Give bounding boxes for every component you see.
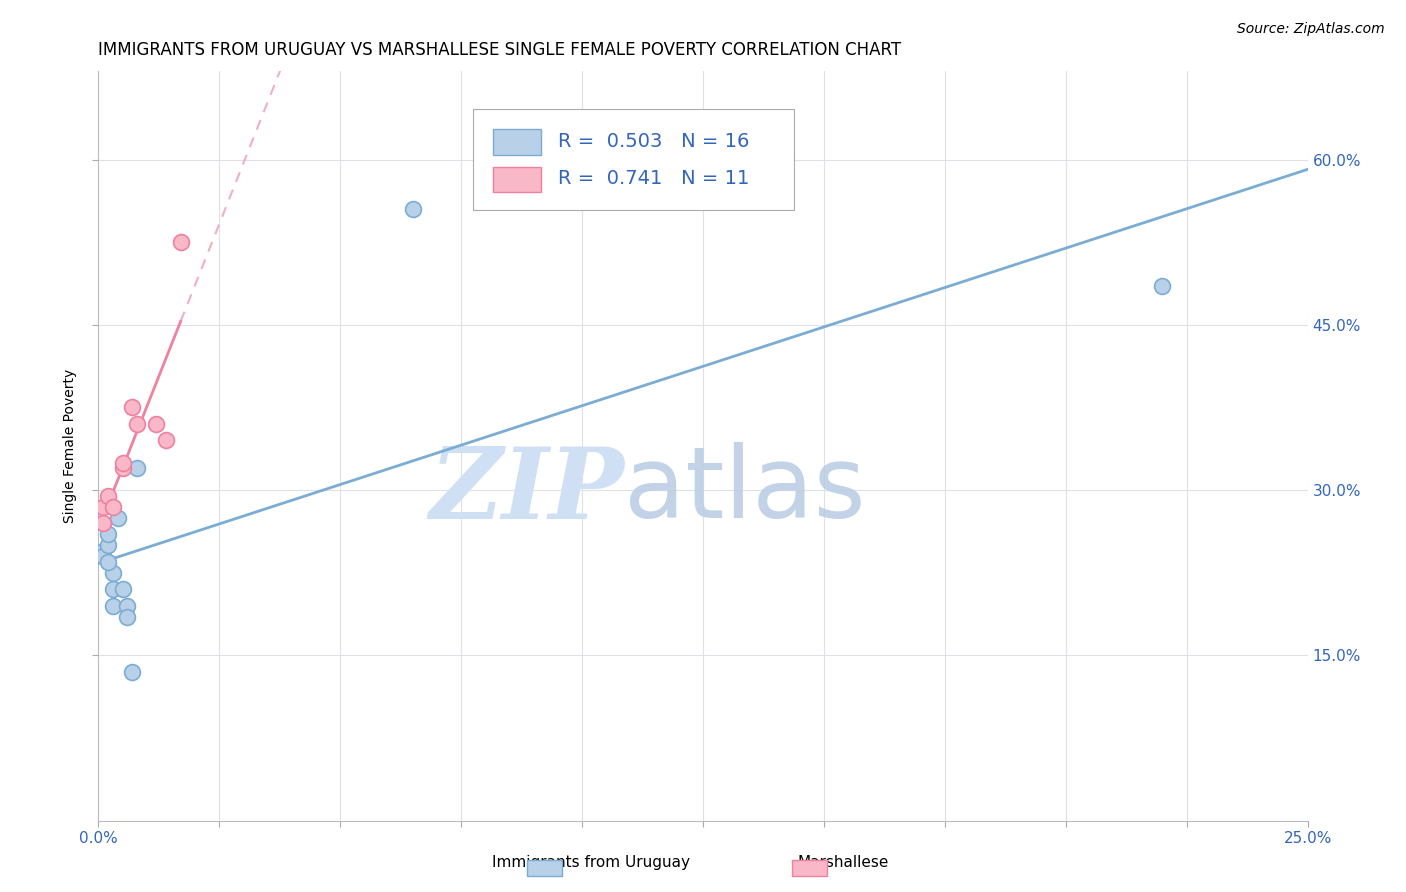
Text: IMMIGRANTS FROM URUGUAY VS MARSHALLESE SINGLE FEMALE POVERTY CORRELATION CHART: IMMIGRANTS FROM URUGUAY VS MARSHALLESE S…: [98, 41, 901, 59]
FancyBboxPatch shape: [492, 167, 541, 192]
Point: [97, 527, 120, 541]
FancyBboxPatch shape: [474, 109, 793, 210]
Point: [97, 538, 120, 552]
Point: [121, 401, 143, 415]
Point: [101, 582, 124, 597]
Text: atlas: atlas: [624, 442, 866, 540]
Point: [111, 456, 134, 470]
Point: [101, 599, 124, 613]
Text: Source: ZipAtlas.com: Source: ZipAtlas.com: [1237, 22, 1385, 37]
Text: Immigrants from Uruguay: Immigrants from Uruguay: [492, 855, 689, 870]
Y-axis label: Single Female Poverty: Single Female Poverty: [63, 369, 77, 523]
Point: [155, 434, 177, 448]
Point: [117, 599, 139, 613]
Point: [402, 202, 425, 216]
Point: [97, 489, 120, 503]
Point: [91, 500, 114, 514]
Point: [169, 235, 191, 249]
FancyBboxPatch shape: [492, 129, 541, 154]
Point: [111, 461, 134, 475]
Point: [91, 543, 114, 558]
Point: [127, 461, 149, 475]
Point: [121, 665, 143, 679]
Point: [91, 516, 114, 530]
Point: [107, 510, 129, 524]
Text: R =  0.503   N = 16: R = 0.503 N = 16: [558, 131, 749, 151]
Point: [145, 417, 167, 431]
Point: [91, 549, 114, 564]
Point: [101, 500, 124, 514]
Point: [117, 609, 139, 624]
Text: Marshallese: Marshallese: [799, 855, 889, 870]
Point: [111, 582, 134, 597]
Point: [101, 566, 124, 580]
Point: [97, 555, 120, 569]
Point: [127, 417, 149, 431]
Point: [1152, 279, 1174, 293]
Text: ZIP: ZIP: [429, 442, 624, 539]
Text: R =  0.741   N = 11: R = 0.741 N = 11: [558, 169, 749, 188]
